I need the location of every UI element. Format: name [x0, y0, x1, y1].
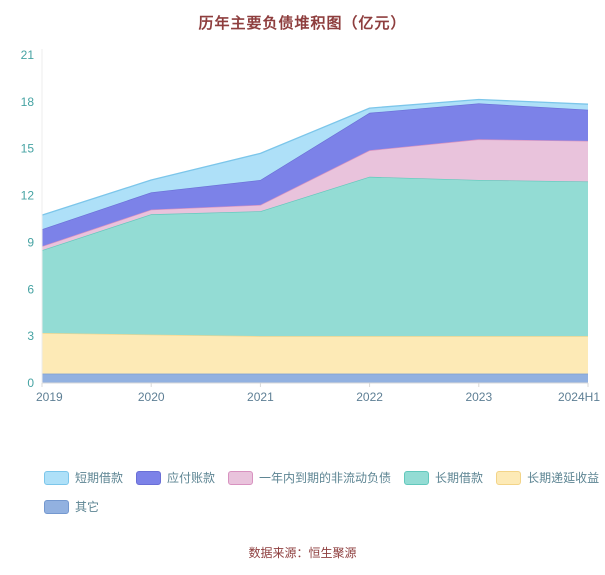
- legend-row: 其它: [44, 498, 605, 515]
- svg-text:2020: 2020: [138, 390, 165, 404]
- legend-item[interactable]: 其它: [44, 498, 99, 515]
- legend-swatch: [496, 470, 522, 485]
- svg-text:6: 6: [27, 282, 34, 296]
- chart-legend: 短期借款 应付账款 一年内到期的非流动负债 长期借款 长期递延收益 其它: [0, 445, 605, 515]
- svg-text:2019: 2019: [36, 390, 63, 404]
- svg-text:2021: 2021: [247, 390, 274, 404]
- chart-canvas: 0 3 6 9 12 15 18 21 2019 2020 2021 2022 2023 2024H1: [21, 48, 601, 404]
- legend-swatch: [44, 499, 69, 514]
- legend-row: 短期借款 应付账款 一年内到期的非流动负债 长期借款 长期递延收益: [44, 469, 605, 486]
- legend-swatch: [228, 470, 254, 485]
- svg-text:21: 21: [21, 48, 35, 62]
- legend-swatch: [404, 470, 430, 485]
- legend-item[interactable]: 长期递延收益: [496, 469, 599, 486]
- legend-swatch: [136, 470, 162, 485]
- svg-text:2024H1: 2024H1: [558, 390, 600, 404]
- legend-label: 短期借款: [75, 471, 124, 485]
- legend-item[interactable]: 应付账款: [136, 469, 215, 486]
- legend-item[interactable]: 一年内到期的非流动负债: [228, 469, 391, 486]
- svg-text:15: 15: [21, 142, 35, 156]
- stacked-area-chart: 0 3 6 9 12 15 18 21 2019 2020 2021 2022 2023 2024H1: [0, 33, 605, 445]
- page-title: 历年主要负债堆积图（亿元）: [198, 15, 407, 32]
- svg-text:3: 3: [27, 329, 34, 343]
- legend-swatch: [44, 470, 69, 485]
- legend-item[interactable]: 长期借款: [404, 469, 483, 486]
- legend-label: 长期借款: [435, 471, 484, 485]
- legend-label: 长期递延收益: [527, 471, 600, 485]
- svg-text:18: 18: [21, 95, 35, 109]
- svg-text:12: 12: [21, 189, 35, 203]
- svg-text:0: 0: [27, 376, 34, 390]
- svg-text:2022: 2022: [356, 390, 383, 404]
- legend-label: 应付账款: [167, 471, 216, 485]
- legend-label: 一年内到期的非流动负债: [259, 471, 392, 485]
- svg-text:9: 9: [27, 235, 34, 249]
- legend-item[interactable]: 短期借款: [44, 469, 123, 486]
- data-source-note: 数据来源：恒生聚源: [248, 546, 357, 560]
- svg-text:2023: 2023: [465, 390, 492, 404]
- legend-label: 其它: [75, 500, 100, 514]
